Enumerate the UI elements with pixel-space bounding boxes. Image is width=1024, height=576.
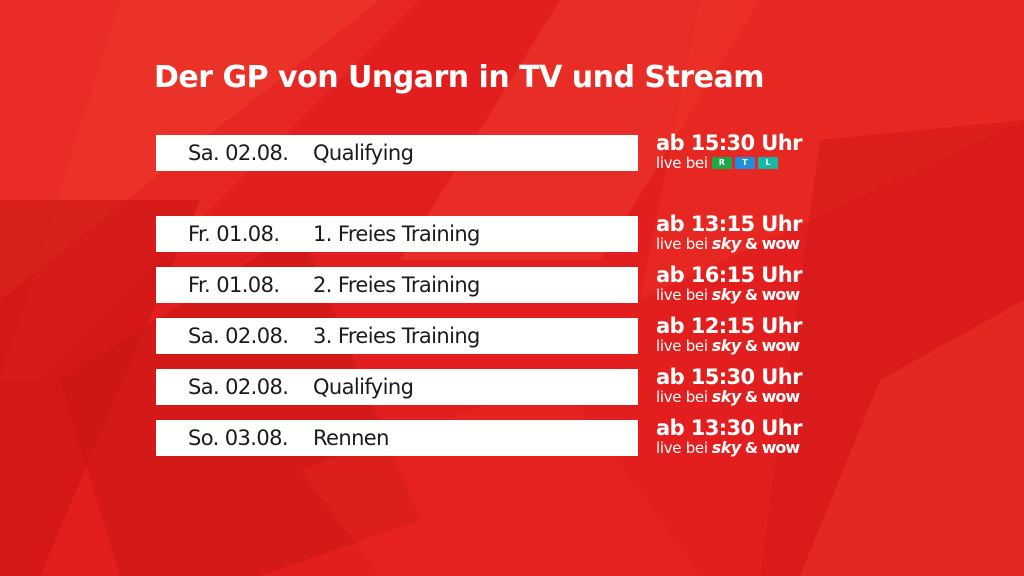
broadcast-info: ab 15:30 Uhr live bei sky & wow [656,366,856,405]
live-prefix: live bei [656,286,708,304]
sky-logo: sky [711,234,742,253]
schedule-row: Fr. 01.08. 1. Freies Training [156,216,638,252]
page-title: Der GP von Ungarn in TV und Stream [154,60,764,95]
sky-logo: sky [711,336,742,355]
session-time: ab 16:15 Uhr [656,263,802,287]
session-date: Sa. 02.08. [188,141,289,165]
live-prefix: live bei [656,439,708,457]
session-date: Fr. 01.08. [188,273,280,297]
live-prefix: live bei [656,337,708,355]
sky-logo: sky [711,438,742,457]
schedule-row: Sa. 02.08. Qualifying [156,135,638,171]
ampersand: & [744,286,758,304]
session-time: ab 13:15 Uhr [656,212,802,236]
ampersand: & [744,337,758,355]
wow-logo: wow [761,285,801,304]
wow-logo: wow [761,387,801,406]
session-time: ab 13:30 Uhr [656,416,802,440]
session-name: 3. Freies Training [313,324,480,348]
broadcast-info: ab 13:15 Uhr live bei sky & wow [656,213,856,252]
session-time: ab 15:30 Uhr [656,365,802,389]
ampersand: & [744,439,758,457]
live-prefix: live bei [656,154,708,172]
session-date: Sa. 02.08. [188,324,289,348]
live-prefix: live bei [656,388,708,406]
sky-logo: sky [711,285,742,304]
session-date: So. 03.08. [188,426,289,450]
session-name: Rennen [313,426,389,450]
wow-logo: wow [761,234,801,253]
session-date: Sa. 02.08. [188,375,289,399]
session-name: Qualifying [313,375,414,399]
rtl-letter: T [734,157,755,169]
live-line: live bei sky & wow [656,438,856,457]
broadcast-info: ab 16:15 Uhr live bei sky & wow [656,264,856,303]
rtl-letter: L [757,157,778,169]
sky-logo: sky [711,387,742,406]
live-line: live bei R T L [656,155,856,171]
rtl-letter: R [711,157,732,169]
schedule-row: Fr. 01.08. 2. Freies Training [156,267,638,303]
ampersand: & [744,235,758,253]
broadcast-info: ab 15:30 Uhr live bei R T L [656,132,856,171]
rtl-logo: R T L [711,157,778,169]
session-name: 1. Freies Training [313,222,480,246]
session-date: Fr. 01.08. [188,222,280,246]
schedule-row: So. 03.08. Rennen [156,420,638,456]
live-line: live bei sky & wow [656,234,856,253]
broadcast-info: ab 13:30 Uhr live bei sky & wow [656,417,856,456]
session-name: Qualifying [313,141,414,165]
live-prefix: live bei [656,235,708,253]
schedule-row: Sa. 02.08. Qualifying [156,369,638,405]
wow-logo: wow [761,336,801,355]
session-time: ab 15:30 Uhr [656,131,802,155]
schedule-row: Sa. 02.08. 3. Freies Training [156,318,638,354]
ampersand: & [744,388,758,406]
session-time: ab 12:15 Uhr [656,314,802,338]
session-name: 2. Freies Training [313,273,480,297]
live-line: live bei sky & wow [656,285,856,304]
live-line: live bei sky & wow [656,387,856,406]
live-line: live bei sky & wow [656,336,856,355]
broadcast-info: ab 12:15 Uhr live bei sky & wow [656,315,856,354]
wow-logo: wow [761,438,801,457]
